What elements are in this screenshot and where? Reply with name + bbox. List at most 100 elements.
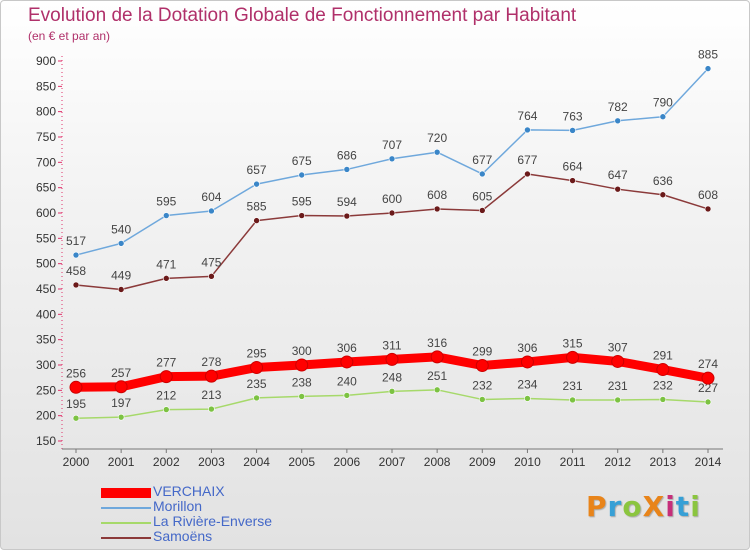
data-label: 240 <box>337 374 357 388</box>
data-point <box>430 350 444 364</box>
data-point <box>704 398 712 406</box>
data-point <box>524 170 531 178</box>
data-label: 790 <box>653 96 673 110</box>
data-point <box>388 388 396 395</box>
data-label: 605 <box>472 189 492 203</box>
data-label: 251 <box>427 369 447 383</box>
data-label: 248 <box>382 370 402 384</box>
x-tick-label: 2011 <box>560 455 586 469</box>
data-label: 212 <box>156 389 176 403</box>
data-point <box>72 281 80 289</box>
data-point <box>433 148 441 156</box>
data-label: 232 <box>472 378 492 392</box>
logo-letter: t <box>675 490 691 523</box>
data-label: 686 <box>337 148 357 162</box>
data-label: 315 <box>563 336 583 350</box>
data-point <box>478 396 486 403</box>
data-label: 595 <box>292 195 312 209</box>
data-label: 311 <box>382 338 401 352</box>
data-point <box>114 380 128 394</box>
data-label: 231 <box>563 379 583 393</box>
data-label: 608 <box>427 188 447 202</box>
data-point <box>659 191 667 199</box>
data-point <box>614 117 622 125</box>
x-tick-label: 2006 <box>334 455 361 469</box>
data-point <box>162 212 170 219</box>
legend-swatch-samoens <box>101 536 151 539</box>
data-label: 278 <box>201 355 221 369</box>
data-point <box>569 127 576 134</box>
data-label: 231 <box>608 379 628 393</box>
proxiti-logo: ProXiti <box>586 490 701 523</box>
data-label: 458 <box>66 264 86 278</box>
data-point <box>478 207 486 214</box>
data-point <box>524 126 531 134</box>
data-point <box>433 205 441 213</box>
legend-label-samoens: Samoëns <box>153 528 213 544</box>
data-point <box>388 155 396 163</box>
x-tick-label: 2000 <box>63 455 90 469</box>
data-point <box>520 355 534 369</box>
logo-letter: o <box>622 490 643 523</box>
data-point <box>611 354 625 368</box>
data-point <box>253 180 260 188</box>
data-label: 299 <box>472 345 492 359</box>
x-tick-label: 2003 <box>198 455 225 469</box>
y-tick-label: 800 <box>36 105 56 119</box>
data-label: 720 <box>427 131 447 145</box>
data-point <box>659 113 667 121</box>
data-label: 227 <box>698 381 718 395</box>
x-tick-label: 2007 <box>379 455 406 469</box>
logo-letter: P <box>586 490 608 523</box>
data-label: 675 <box>292 154 312 168</box>
data-point <box>208 273 215 280</box>
data-label: 238 <box>292 375 312 389</box>
data-label: 600 <box>382 192 402 206</box>
data-point <box>569 396 576 404</box>
data-label: 195 <box>66 397 86 411</box>
data-point <box>295 358 309 372</box>
data-point <box>298 393 306 400</box>
data-point <box>162 275 170 282</box>
data-label: 604 <box>201 190 221 204</box>
data-label: 295 <box>247 347 267 361</box>
y-tick-label: 500 <box>36 257 56 271</box>
y-tick-label: 650 <box>36 181 56 195</box>
data-point <box>69 380 83 394</box>
data-point <box>478 170 486 178</box>
data-label: 277 <box>156 356 176 370</box>
logo-letter: r <box>607 490 623 523</box>
data-label: 306 <box>517 341 537 355</box>
data-label: 647 <box>608 168 628 182</box>
logo-letter: X <box>642 490 666 523</box>
data-point <box>614 396 622 404</box>
data-point <box>72 414 80 422</box>
data-point <box>475 359 489 373</box>
y-tick-label: 750 <box>36 130 56 144</box>
data-point <box>343 392 351 399</box>
data-point <box>204 369 218 383</box>
data-label: 256 <box>66 366 86 380</box>
data-label: 197 <box>111 396 131 410</box>
data-label: 471 <box>156 257 176 271</box>
data-label: 657 <box>247 163 267 177</box>
data-label: 257 <box>111 366 131 380</box>
legend-swatch-la-riviere-enverse <box>101 521 151 524</box>
data-point <box>72 251 80 259</box>
y-tick-label: 900 <box>36 54 56 68</box>
y-tick-label: 300 <box>36 358 56 372</box>
data-label: 449 <box>111 269 131 283</box>
data-point <box>524 395 531 402</box>
data-point <box>343 166 351 173</box>
data-point <box>159 370 173 384</box>
data-label: 540 <box>111 222 131 236</box>
data-point <box>117 413 125 421</box>
data-point <box>117 240 125 247</box>
data-label: 677 <box>472 153 492 167</box>
data-point <box>385 352 399 366</box>
data-point <box>253 217 260 224</box>
y-tick-label: 150 <box>36 434 56 448</box>
data-label: 291 <box>653 349 673 363</box>
